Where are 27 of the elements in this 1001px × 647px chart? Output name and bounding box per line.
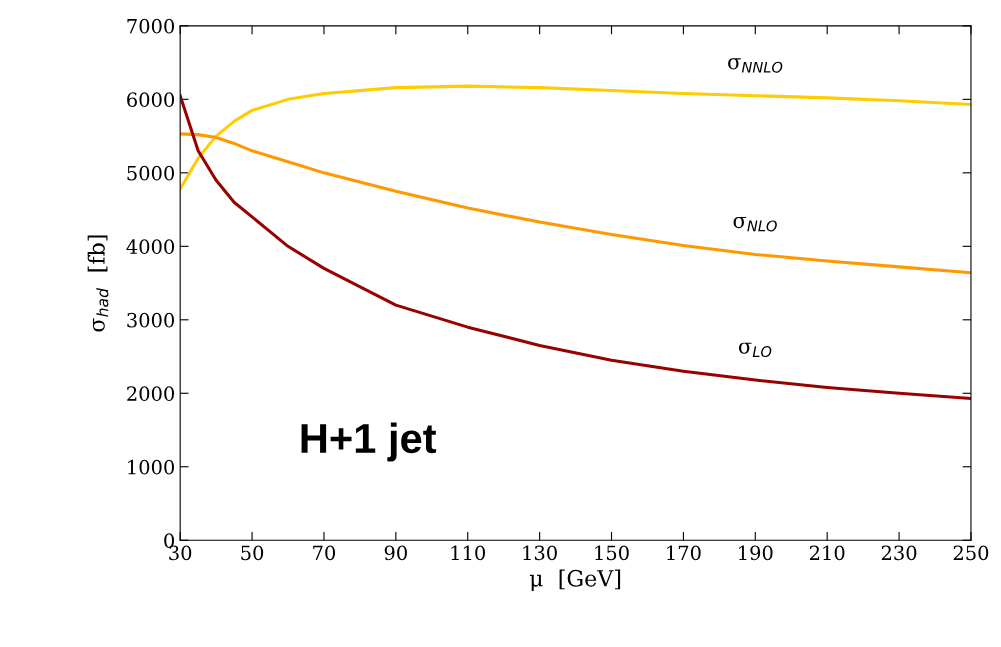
x-tick-label: 110	[451, 545, 486, 561]
x-tick-label: 70	[313, 545, 336, 561]
x-tick-label: 90	[384, 545, 407, 561]
x-tick-label: 150	[595, 545, 629, 561]
line-series	[180, 132, 971, 275]
y-tick-label: 1000	[128, 459, 175, 475]
x-tick-label: 210	[809, 545, 845, 561]
line-series	[180, 94, 971, 400]
series-label: σ$_{NLO}$	[733, 217, 777, 232]
series-label: σ$_{NNLO}$	[728, 58, 783, 73]
x-tick-label: 170	[667, 545, 701, 561]
line-series	[180, 84, 971, 191]
x-axis-title: μ [GeV]	[529, 569, 621, 591]
x-tick-label: 50	[241, 545, 264, 561]
x-tick-label: 130	[523, 545, 557, 561]
y-tick-label: 7000	[127, 18, 175, 34]
annotation: H+1 jet	[301, 422, 437, 462]
y-tick-label: 5000	[127, 165, 175, 181]
y-axis-title: σ$_{had}$ [fb]	[87, 235, 109, 332]
x-tick-label: 190	[739, 545, 773, 561]
x-tick-label: 250	[953, 545, 989, 561]
y-tick-label: 2000	[127, 386, 175, 401]
y-tick-label: 4000	[126, 239, 175, 254]
series-label: σ$_{LO}$	[738, 342, 772, 358]
y-tick-label: 3000	[127, 312, 175, 328]
y-tick-label: 6000	[127, 92, 175, 108]
x-tick-label: 230	[881, 545, 917, 561]
